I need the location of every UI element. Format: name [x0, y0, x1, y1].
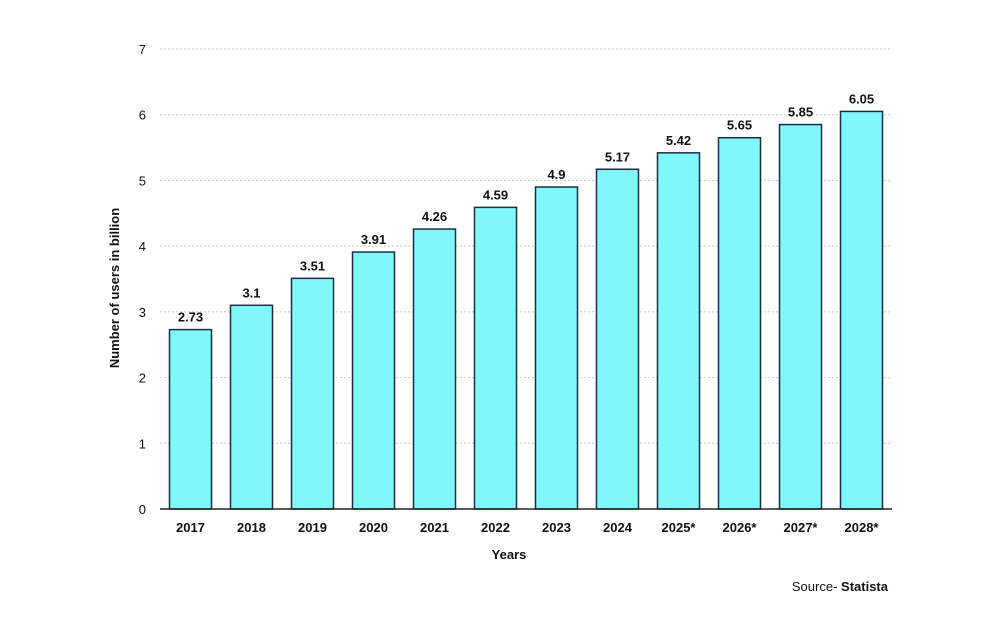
x-axis-title: Years: [492, 547, 527, 562]
y-axis-ticks: 0 1 2 3 4 5 6 7: [139, 42, 146, 517]
y-axis-title: Number of users in billion: [107, 208, 122, 368]
bar-value-label: 4.59: [483, 187, 508, 202]
y-tick-label: 4: [139, 239, 146, 254]
bar-value-label: 6.05: [849, 91, 874, 106]
bar: [473, 206, 518, 510]
source-name: Statista: [841, 579, 888, 594]
x-tick-label: 2017: [176, 520, 205, 535]
x-tick-label: 2028*: [845, 520, 880, 535]
y-tick-label: 0: [139, 502, 146, 517]
bar: [839, 110, 884, 510]
bar: [778, 123, 823, 510]
data-labels: 2.73 3.1 3.51 3.91 4.26 4.59 4.9 5.17 5.42 5.65 5.…: [178, 91, 874, 324]
x-tick-label: 2020: [359, 520, 388, 535]
bar-value-label: 4.26: [422, 209, 447, 224]
x-tick-label: 2023: [542, 520, 571, 535]
bar: [351, 251, 396, 510]
y-tick-label: 7: [139, 42, 146, 57]
gridlines: [160, 48, 892, 444]
y-tick-label: 3: [139, 305, 146, 320]
y-tick-label: 2: [139, 371, 146, 386]
bar: [656, 152, 701, 510]
y-tick-label: 5: [139, 173, 146, 188]
bar: [717, 136, 762, 510]
y-tick-label: 6: [139, 108, 146, 123]
y-tick-label: 1: [139, 436, 146, 451]
x-tick-label: 2019: [298, 520, 327, 535]
bars: [168, 110, 884, 510]
x-tick-label: 2022: [481, 520, 510, 535]
bar-value-label: 3.91: [361, 232, 386, 247]
bar-value-label: 5.65: [727, 118, 752, 133]
bar: [229, 304, 274, 510]
source-credit: Source- Statista: [792, 579, 888, 594]
x-tick-label: 2026*: [723, 520, 758, 535]
bar-value-label: 5.17: [605, 149, 630, 164]
bar-value-label: 3.51: [300, 258, 325, 273]
bar: [595, 168, 640, 510]
bar: [534, 186, 579, 510]
bar-value-label: 2.73: [178, 310, 203, 325]
x-tick-label: 2025*: [662, 520, 697, 535]
bar: [290, 277, 335, 510]
bar-value-label: 3.1: [242, 285, 260, 300]
bar: [168, 328, 213, 510]
bar-value-label: 5.42: [666, 133, 691, 148]
x-tick-label: 2021: [420, 520, 449, 535]
bar-value-label: 5.85: [788, 105, 813, 120]
source-prefix: Source-: [791, 579, 842, 594]
x-axis-ticks: 2017 2018 2019 2020 2021 2022 2023 2024 2025* 202…: [176, 520, 879, 535]
bar: [412, 228, 457, 510]
x-tick-label: 2027*: [784, 520, 819, 535]
x-tick-label: 2018: [237, 520, 266, 535]
bar-value-label: 4.9: [547, 167, 565, 182]
x-tick-label: 2024: [603, 520, 633, 535]
